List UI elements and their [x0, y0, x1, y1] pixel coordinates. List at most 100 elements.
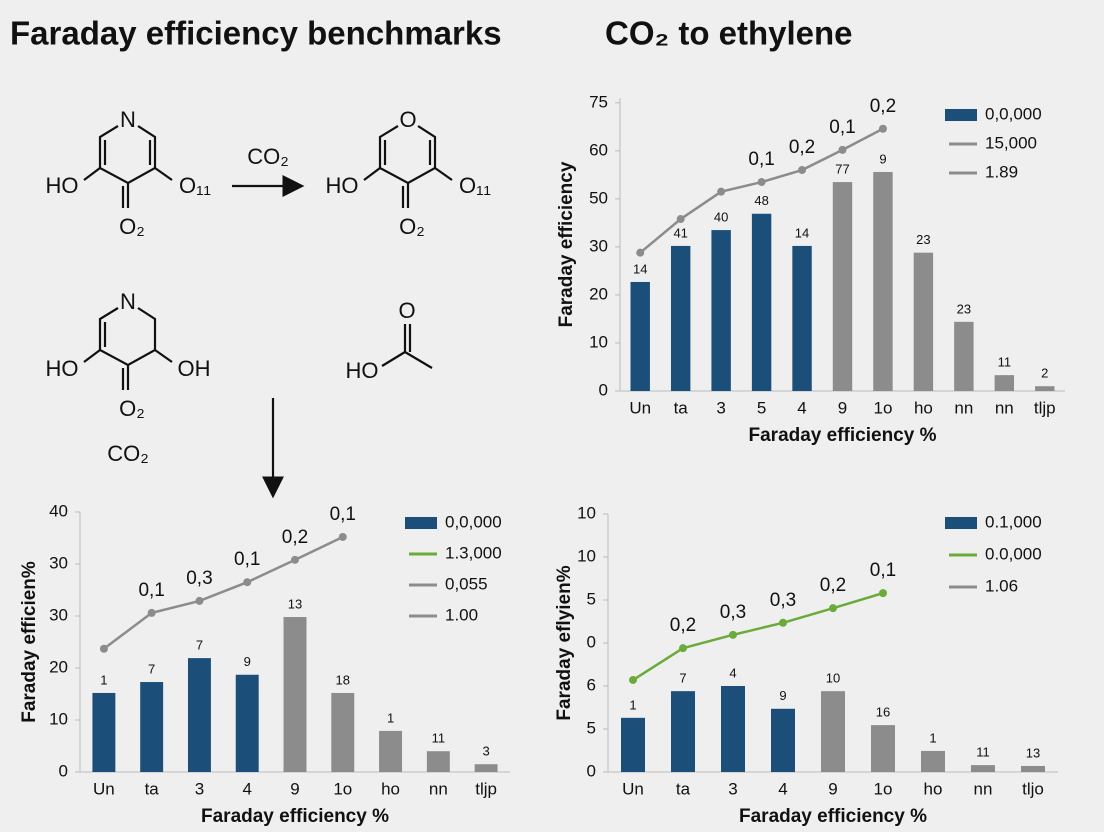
page-title: Faraday efficiency benchmarks: [10, 15, 502, 52]
legend-swatch: [945, 517, 977, 529]
legend-swatch: [945, 109, 977, 121]
bar: [832, 182, 853, 391]
bar-label: 40: [714, 210, 728, 225]
legend-label: 0.0,000: [985, 544, 1042, 563]
legend-swatch: [405, 517, 437, 529]
bar-label: 2: [1041, 366, 1048, 381]
y-tick-label: 0: [59, 761, 68, 780]
line-point: [779, 618, 787, 627]
x-tick-label: Un: [629, 398, 651, 417]
bar-label: 41: [673, 225, 687, 240]
page-subtitle: CO₂ to ethylene: [605, 15, 853, 52]
bar-label: 18: [336, 672, 350, 687]
point-label: 0,3: [770, 590, 796, 611]
bar: [474, 764, 498, 772]
atom-label: O₂: [399, 214, 425, 239]
legend-label: 0,0,000: [985, 104, 1042, 123]
bar: [771, 708, 795, 772]
point-label: 0,1: [138, 580, 164, 601]
x-axis-title: Faraday efficiency %: [739, 806, 927, 827]
bar-label: 9: [879, 151, 886, 166]
atom-label: HO: [46, 356, 79, 381]
x-tick-label: tljp: [475, 779, 497, 798]
bar-label: 77: [835, 161, 849, 176]
atom-label: O: [399, 107, 416, 132]
legend-label: 0,055: [445, 574, 488, 593]
point-label: 0,2: [870, 96, 896, 117]
atom-label: OH: [178, 356, 211, 381]
y-tick-label: 5: [587, 718, 596, 737]
line-point: [757, 178, 766, 187]
y-tick-label: 10: [577, 503, 596, 522]
line-point: [147, 608, 156, 617]
x-tick-label: ho: [924, 779, 943, 798]
legend-label: 1.3,000: [445, 543, 502, 562]
bar-label: 1: [929, 730, 936, 745]
x-tick-label: 3: [716, 398, 725, 417]
bar-label: 23: [916, 232, 930, 247]
line-point: [717, 187, 726, 196]
atom-label: N: [120, 107, 136, 132]
bar: [821, 691, 845, 772]
atom-label: N: [120, 289, 136, 314]
bar-label: 11: [998, 355, 1012, 370]
x-tick-label: 1o: [333, 779, 352, 798]
bar-label: 16: [876, 705, 890, 720]
x-tick-label: ta: [145, 779, 160, 798]
atom-label: O₂: [119, 396, 145, 421]
y-tick-label: 10: [577, 546, 596, 565]
x-tick-label: 9: [828, 779, 837, 798]
bar: [671, 691, 695, 772]
x-tick-label: nn: [429, 779, 448, 798]
line: [103, 535, 344, 650]
x-tick-label: 5: [757, 398, 766, 417]
y-tick-label: 60: [589, 140, 608, 159]
bar-label: 9: [779, 688, 786, 703]
y-tick-label: 30: [49, 553, 68, 572]
x-tick-label: ho: [914, 398, 933, 417]
y-tick-label: 10: [49, 709, 68, 728]
y-axis-title: Faraday eflyien%: [554, 565, 575, 720]
x-tick-label: nn: [995, 398, 1014, 417]
line-point: [629, 675, 637, 684]
line-point: [878, 124, 887, 133]
bar: [235, 674, 259, 772]
x-tick-label: 1o: [873, 398, 892, 417]
x-tick-label: Un: [622, 779, 644, 798]
point-label: 0,2: [820, 575, 846, 596]
line-point: [338, 532, 347, 541]
legend-label: 0,0,000: [445, 512, 502, 531]
line: [632, 591, 884, 682]
y-tick-label: 0: [587, 761, 596, 780]
bar-label: 7: [196, 638, 203, 653]
legend-label: 1.89: [985, 162, 1018, 181]
line-point: [729, 630, 737, 639]
x-tick-label: ta: [676, 779, 691, 798]
bar-label: 14: [633, 261, 647, 276]
point-label: 0,1: [829, 117, 855, 138]
point-label: 0,1: [330, 504, 356, 525]
bar-label: 1: [387, 710, 394, 725]
bar-label: 14: [795, 225, 809, 240]
line-point: [676, 215, 685, 224]
bar: [630, 281, 650, 391]
legend-label: 1.00: [445, 605, 478, 624]
y-tick-label: 5: [587, 589, 596, 608]
bar-label: 1: [100, 672, 107, 687]
bar: [92, 692, 116, 772]
bar: [871, 725, 895, 772]
bar-label: 23: [957, 301, 971, 316]
y-tick-label: 20: [589, 284, 608, 303]
point-label: 0,1: [748, 149, 774, 170]
bar: [1035, 386, 1055, 391]
point-label: 0,1: [234, 549, 260, 570]
x-tick-label: 9: [838, 398, 847, 417]
point-label: 0,3: [186, 568, 212, 589]
atom-label: O₁₁: [459, 173, 491, 198]
atom-label: O₂: [119, 214, 145, 239]
x-tick-label: 4: [797, 398, 806, 417]
x-tick-label: 1o: [874, 779, 893, 798]
y-axis-title: Faraday efficiency: [556, 161, 577, 327]
x-tick-label: tljo: [1022, 779, 1044, 798]
bar-label: 4: [729, 665, 736, 680]
